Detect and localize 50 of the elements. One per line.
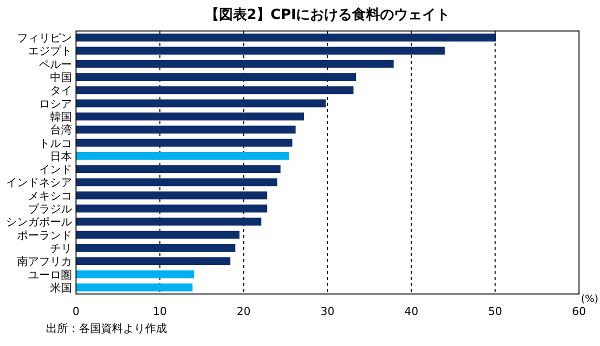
bar — [76, 46, 445, 55]
x-tick-label: 50 — [488, 305, 502, 318]
y-tick-label: 台湾 — [50, 124, 72, 137]
bar — [76, 86, 354, 94]
bar — [76, 60, 394, 68]
bar — [76, 34, 496, 42]
bar — [76, 244, 236, 252]
y-tick-label: インドネシア — [6, 176, 72, 190]
bar — [76, 126, 296, 134]
y-tick-label: 南アフリカ — [17, 255, 72, 268]
y-tick-label: 日本 — [50, 150, 72, 163]
text: 出所：各国資料より作成 — [46, 322, 167, 335]
y-tick-label: ユーロ圏 — [28, 268, 72, 282]
bar — [76, 152, 289, 160]
y-tick-label: チリ — [50, 242, 72, 255]
bar — [76, 191, 268, 200]
bar — [76, 204, 268, 212]
y-tick-label: タイ — [50, 84, 72, 98]
y-tick-label: トルコ — [39, 136, 72, 150]
y-tick-label: ペルー — [39, 58, 72, 71]
bar — [76, 112, 304, 120]
x-tick-label: 40 — [404, 305, 418, 318]
y-tick-label: 韓国 — [50, 110, 72, 124]
bar — [76, 178, 278, 186]
bar — [76, 165, 281, 174]
y-tick-label: フィリピン — [17, 32, 72, 45]
y-tick-label: シンガポール — [6, 216, 72, 229]
bar — [76, 257, 230, 266]
y-tick-label: メキシコ — [28, 189, 72, 202]
bar — [76, 283, 193, 292]
bar — [76, 73, 356, 81]
bar — [76, 230, 240, 239]
bar — [76, 138, 292, 147]
y-tick-label: 米国 — [50, 281, 72, 294]
bar — [76, 218, 262, 226]
y-tick-label: 中国 — [50, 71, 72, 84]
y-tick-label: ポーランド — [17, 228, 72, 242]
y-tick-label: インド — [39, 163, 72, 176]
x-tick-label: 30 — [320, 305, 334, 318]
y-tick-label: ロシア — [39, 97, 72, 110]
y-tick-label: エジプト — [28, 44, 72, 58]
bar — [76, 99, 326, 108]
x-tick-label: 20 — [236, 305, 251, 318]
x-axis-title: (%) — [581, 294, 598, 305]
x-tick-label: 60 — [572, 305, 586, 318]
y-tick-label: ブラジル — [28, 202, 72, 216]
x-tick-label: 0 — [72, 305, 80, 318]
bar — [76, 270, 194, 278]
x-tick-label: 10 — [152, 305, 167, 318]
chart-title: 【図表2】CPIにおける食料のウェイト — [204, 7, 450, 23]
